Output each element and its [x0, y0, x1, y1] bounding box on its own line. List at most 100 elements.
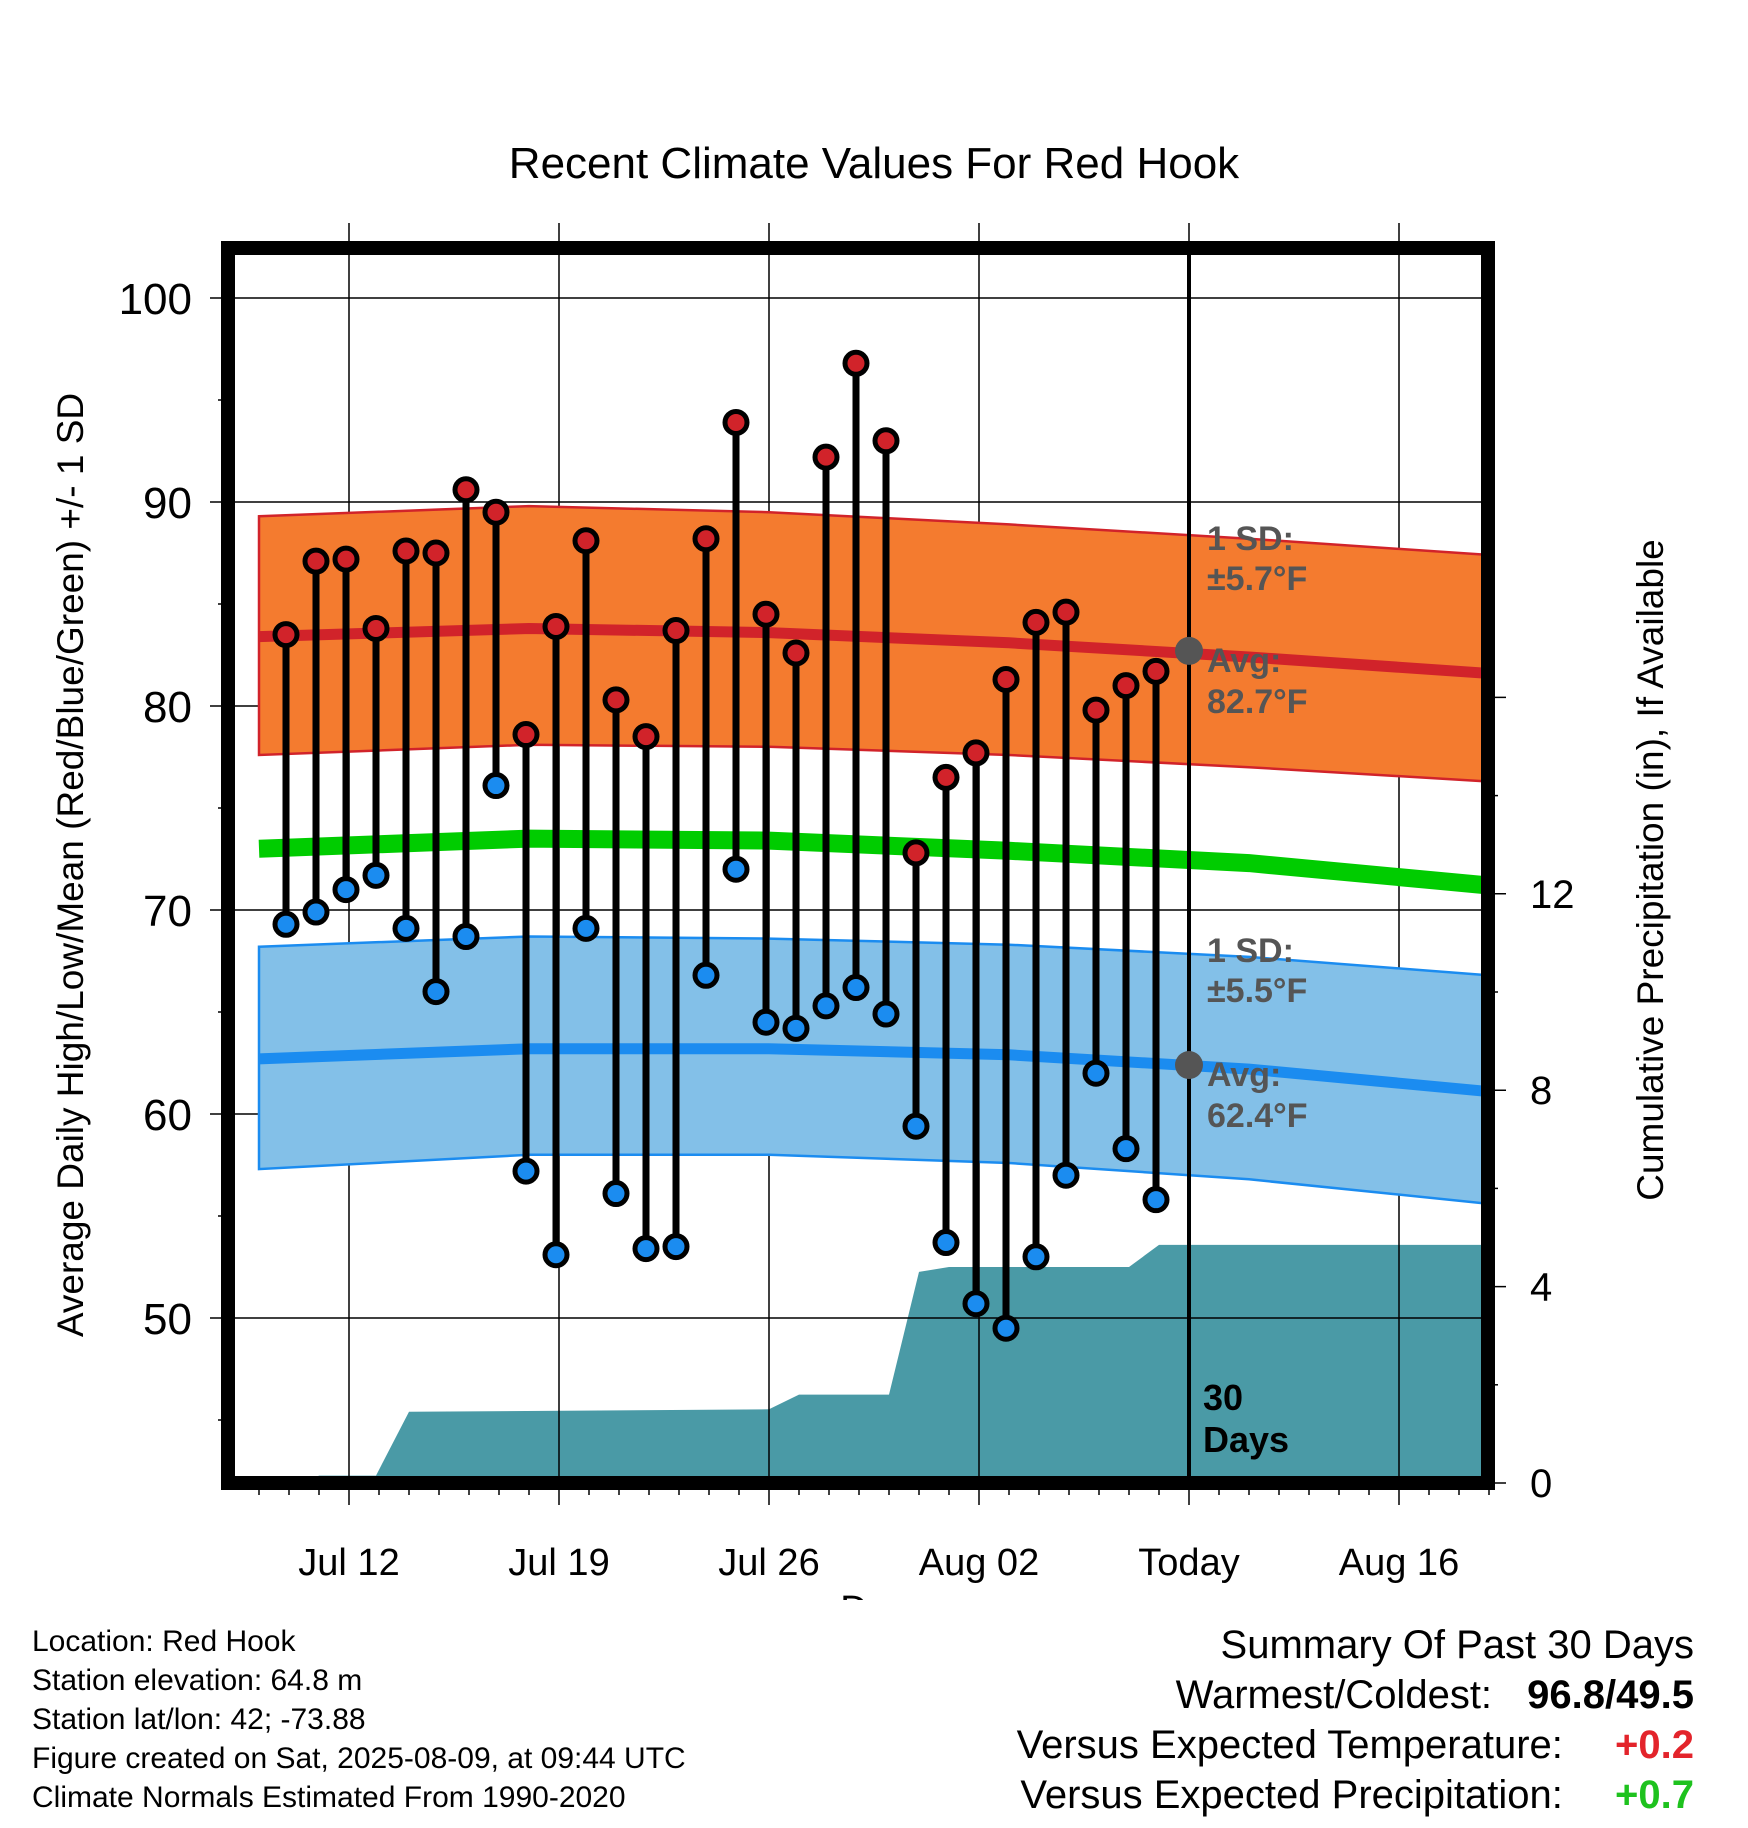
x-tick-label: Jul 12: [298, 1542, 399, 1584]
daily-low-point: [752, 1008, 780, 1036]
days-label: Days: [1203, 1419, 1289, 1460]
y2-tick-label: 8: [1530, 1069, 1552, 1113]
today-avg-high-marker: [1175, 636, 1203, 665]
daily-high-point: [992, 665, 1020, 693]
daily-high-point: [722, 408, 750, 436]
plot-inner: [228, 248, 1488, 1483]
daily-high-point: [752, 600, 780, 628]
daily-high-point: [782, 639, 810, 667]
daily-high-point: [332, 545, 360, 573]
info-created: Figure created on Sat, 2025-08-09, at 09…: [32, 1742, 686, 1775]
summary-panel: Summary Of Past 30 Days Warmest/Coldest:…: [1017, 1620, 1694, 1820]
daily-low-point: [992, 1314, 1020, 1342]
daily-high-point: [422, 539, 450, 567]
x-axis-label: Day: [840, 1589, 908, 1600]
daily-low-point: [662, 1233, 690, 1261]
low-sd-label: 1 SD:: [1207, 932, 1294, 970]
daily-high-point: [1052, 598, 1080, 626]
daily-low-point: [272, 910, 300, 938]
daily-high-point: [602, 686, 630, 714]
daily-low-point: [722, 855, 750, 883]
days-count: 30: [1203, 1377, 1243, 1418]
daily-high-point: [1022, 608, 1050, 636]
daily-low-point: [902, 1112, 930, 1140]
daily-low-point: [692, 961, 720, 989]
y-tick-label: 100: [119, 275, 192, 324]
daily-low-point: [962, 1290, 990, 1318]
summary-temp-row: Versus Expected Temperature: +0.2: [1017, 1720, 1694, 1770]
y-tick-label: 80: [143, 683, 192, 732]
daily-low-point: [512, 1157, 540, 1185]
y-tick-label: 70: [143, 887, 192, 936]
summary-title: Summary Of Past 30 Days: [1220, 1623, 1694, 1667]
daily-high-point: [962, 739, 990, 767]
daily-high-point: [902, 839, 930, 867]
y2-axis-label: Cumulative Precipitation (in), If Availa…: [1630, 539, 1671, 1201]
daily-low-point: [632, 1235, 660, 1263]
high-sd-value: ±5.7°F: [1207, 560, 1307, 598]
daily-high-point: [872, 427, 900, 455]
daily-low-point: [602, 1180, 630, 1208]
daily-low-point: [1112, 1135, 1140, 1163]
daily-high-point: [1112, 672, 1140, 700]
high-sd-label: 1 SD:: [1207, 520, 1294, 558]
daily-high-point: [272, 621, 300, 649]
daily-low-point: [932, 1229, 960, 1257]
x-tick-label: Jul 26: [718, 1542, 819, 1584]
daily-high-point: [302, 547, 330, 575]
y-tick-label: 60: [143, 1091, 192, 1140]
daily-high-point: [662, 617, 690, 645]
precip-area: [259, 1244, 1488, 1483]
x-tick-label: Jul 19: [508, 1542, 609, 1584]
low-avg-label: Avg:: [1207, 1056, 1281, 1094]
daily-low-point: [452, 923, 480, 951]
daily-low-point: [1022, 1243, 1050, 1271]
daily-high-point: [362, 614, 390, 642]
daily-low-point: [1082, 1059, 1110, 1087]
y2-tick-label: 12: [1530, 873, 1575, 917]
summary-temp-value: +0.2: [1615, 1723, 1694, 1767]
daily-low-point: [572, 914, 600, 942]
normal-mean-line: [258, 829, 1488, 895]
daily-low-point: [782, 1014, 810, 1042]
summary-warm-cold-row: Warmest/Coldest: 96.8/49.5: [1017, 1670, 1694, 1720]
daily-high-point: [932, 763, 960, 791]
plot-frame: [221, 241, 1495, 1490]
y-axis-label: Average Daily High/Low/Mean (Red/Blue/Gr…: [50, 393, 91, 1337]
summary-warm-cold-label: Warmest/Coldest:: [1175, 1673, 1493, 1717]
y2-tick-label: 0: [1530, 1462, 1552, 1506]
daily-low-point: [1142, 1186, 1170, 1214]
low-avg-value: 62.4°F: [1207, 1097, 1308, 1135]
daily-high-point: [512, 721, 540, 749]
daily-low-point: [302, 898, 330, 926]
climate-chart: Recent Climate Values For Red Hook 1 SD:…: [50, 139, 1671, 1600]
daily-high-point: [1082, 696, 1110, 724]
station-info: Location: Red Hook Station elevation: 64…: [32, 1622, 686, 1817]
summary-warm-cold-value: 96.8/49.5: [1527, 1673, 1694, 1717]
today-avg-low-marker: [1175, 1051, 1203, 1080]
daily-low-point: [422, 978, 450, 1006]
info-elevation: Station elevation: 64.8 m: [32, 1664, 363, 1697]
daily-high-point: [452, 476, 480, 504]
daily-low-point: [332, 876, 360, 904]
y-tick-label: 90: [143, 479, 192, 528]
x-tick-label: Aug 02: [919, 1542, 1039, 1584]
daily-low-point: [1052, 1161, 1080, 1189]
low-sd-value: ±5.5°F: [1207, 972, 1307, 1010]
info-normals: Climate Normals Estimated From 1990-2020: [32, 1781, 626, 1814]
chart-title: Recent Climate Values For Red Hook: [509, 139, 1240, 188]
x-tick-label: Aug 16: [1339, 1542, 1459, 1584]
high-avg-label: Avg:: [1207, 642, 1281, 680]
daily-low-point: [542, 1241, 570, 1269]
normal-low-line: [258, 1043, 1488, 1098]
daily-high-point: [572, 527, 600, 555]
daily-high-point: [1142, 657, 1170, 685]
daily-high-point: [632, 723, 660, 751]
daily-high-point: [542, 612, 570, 640]
y-tick-label: 50: [143, 1295, 192, 1344]
x-tick-label: Today: [1138, 1542, 1239, 1584]
daily-low-point: [872, 1000, 900, 1028]
summary-precip-row: Versus Expected Precipitation: +0.7: [1017, 1770, 1694, 1820]
y2-tick-label: 4: [1530, 1266, 1552, 1310]
